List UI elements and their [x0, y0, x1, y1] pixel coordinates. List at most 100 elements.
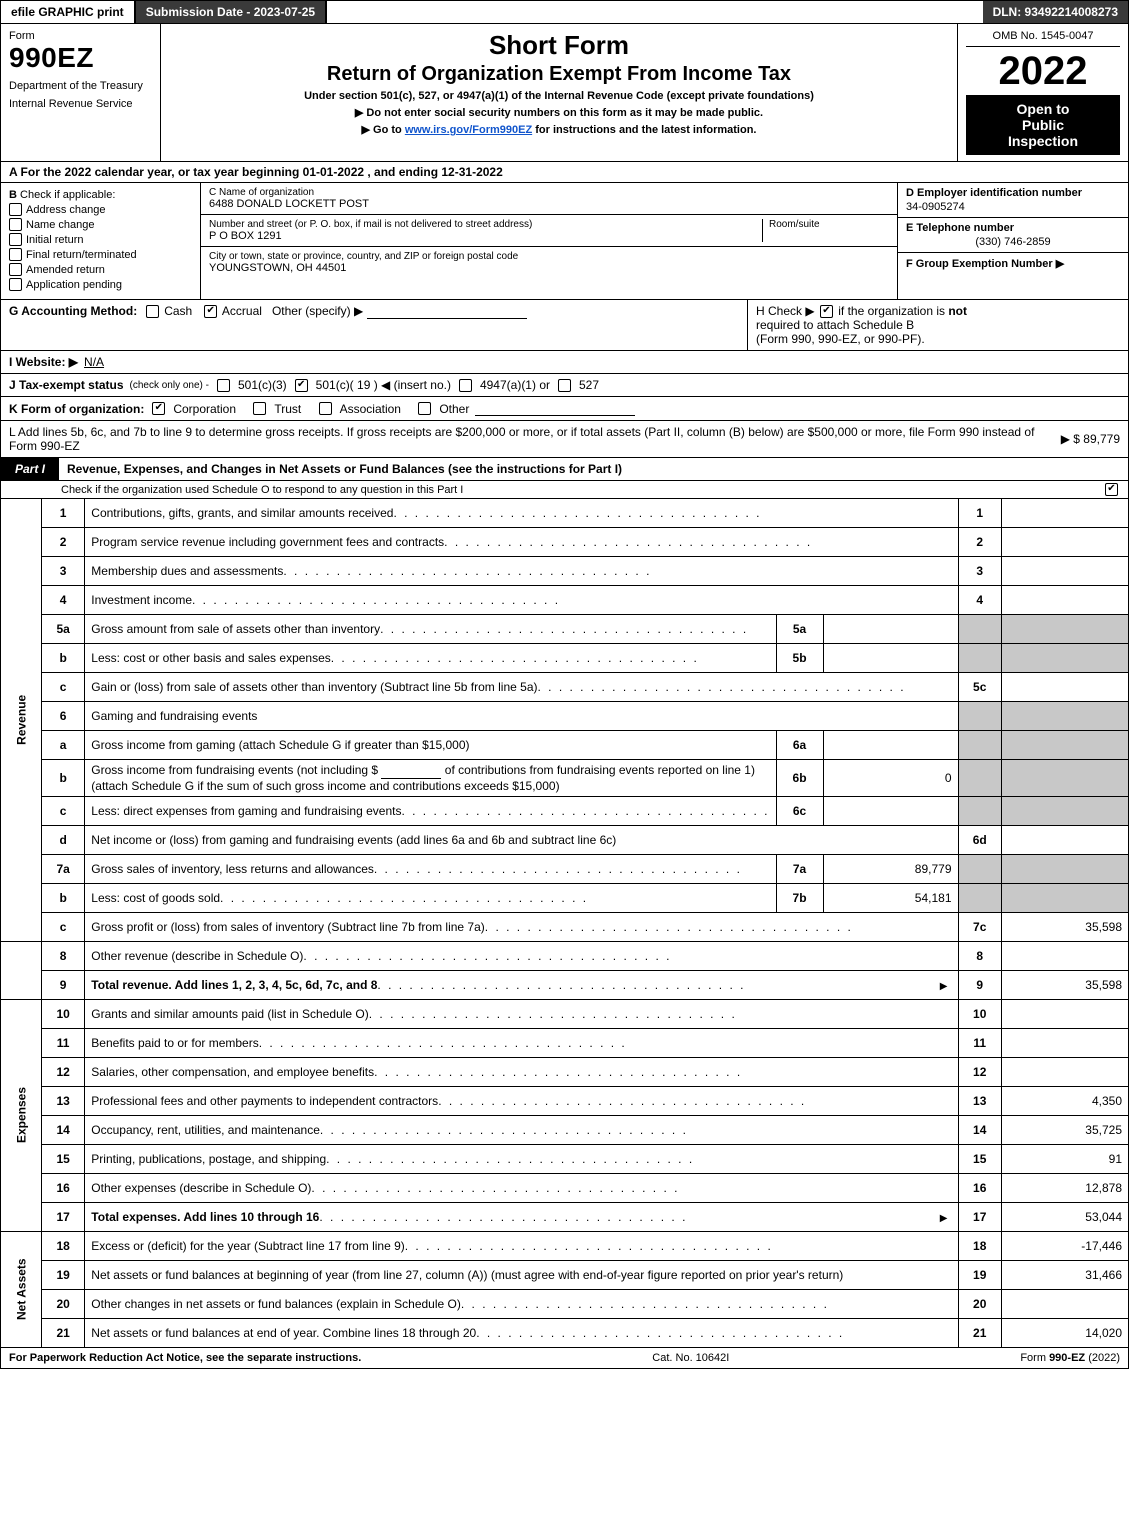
line-19-num: 19: [42, 1260, 85, 1289]
line-21-num: 21: [42, 1318, 85, 1347]
line-13-rnum: 13: [958, 1086, 1001, 1115]
cb-application-pending-label: Application pending: [26, 279, 122, 291]
dept-treasury: Department of the Treasury: [9, 80, 152, 92]
line-8-val: [1001, 941, 1128, 970]
j-o2: 501(c)( 19 ) ◀ (insert no.): [316, 378, 451, 392]
line-8-desc: Other revenue (describe in Schedule O): [91, 949, 303, 963]
line-10-rnum: 10: [958, 999, 1001, 1028]
footer-right-form: 990-EZ: [1049, 1352, 1085, 1364]
cb-trust[interactable]: [253, 402, 266, 415]
row-i-website: I Website: ▶ N/A: [0, 351, 1129, 374]
line-6c-num: c: [42, 796, 85, 825]
line-6-desc: Gaming and fundraising events: [85, 702, 958, 731]
line-5b-num: b: [42, 644, 85, 673]
e-label: E Telephone number: [906, 222, 1014, 234]
line-6c-ival: [823, 796, 958, 825]
footer-right: Form 990-EZ (2022): [1020, 1352, 1120, 1364]
cb-association[interactable]: [319, 402, 332, 415]
line-6a: a Gross income from gaming (attach Sched…: [1, 731, 1129, 760]
goto-link[interactable]: www.irs.gov/Form990EZ: [405, 124, 532, 136]
line-5c-num: c: [42, 673, 85, 702]
ein-value: 34-0905274: [906, 201, 1120, 213]
line-5c: c Gain or (loss) from sale of assets oth…: [1, 673, 1129, 702]
footer-left: For Paperwork Reduction Act Notice, see …: [9, 1352, 361, 1364]
cb-corporation[interactable]: [152, 402, 165, 415]
line-9-val: 35,598: [1001, 970, 1128, 999]
cb-other-org[interactable]: [418, 402, 431, 415]
line-7a: 7a Gross sales of inventory, less return…: [1, 854, 1129, 883]
h-schedule-b: H Check ▶ if the organization is not req…: [748, 300, 1128, 350]
line-20-val: [1001, 1289, 1128, 1318]
cb-amended-return[interactable]: Amended return: [9, 263, 192, 276]
cb-initial-return[interactable]: Initial return: [9, 233, 192, 246]
line-21-rnum: 21: [958, 1318, 1001, 1347]
j-o4: 527: [579, 378, 599, 392]
cb-name-change[interactable]: Name change: [9, 218, 192, 231]
line-7a-inum: 7a: [776, 854, 823, 883]
submission-date: Submission Date - 2023-07-25: [136, 1, 327, 23]
form-label: Form: [9, 30, 152, 42]
footer-right-post: (2022): [1085, 1352, 1120, 1364]
line-2-rnum: 2: [958, 528, 1001, 557]
line-7b-inum: 7b: [776, 883, 823, 912]
line-6b-amount-field[interactable]: [381, 764, 441, 779]
part-1-sub-text: Check if the organization used Schedule …: [61, 484, 463, 496]
line-18-val: -17,446: [1001, 1231, 1128, 1260]
phone-value: (330) 746-2859: [906, 236, 1120, 248]
cb-final-return[interactable]: Final return/terminated: [9, 248, 192, 261]
line-6a-desc: Gross income from gaming (attach Schedul…: [91, 738, 469, 752]
cb-accrual[interactable]: [204, 305, 217, 318]
line-20: 20 Other changes in net assets or fund b…: [1, 1289, 1129, 1318]
line-15-desc: Printing, publications, postage, and shi…: [91, 1152, 326, 1166]
cb-address-change[interactable]: Address change: [9, 203, 192, 216]
line-2-val: [1001, 528, 1128, 557]
open-to-public: Open to Public Inspection: [966, 95, 1120, 155]
line-18-rnum: 18: [958, 1231, 1001, 1260]
line-6a-num: a: [42, 731, 85, 760]
line-7c-num: c: [42, 912, 85, 941]
cb-501c[interactable]: [295, 379, 308, 392]
c-name-label: C Name of organization: [209, 187, 889, 198]
k-o2: Trust: [274, 402, 301, 416]
line-21-desc: Net assets or fund balances at end of ye…: [91, 1326, 476, 1340]
line-4-num: 4: [42, 586, 85, 615]
cb-schedule-o-part1[interactable]: [1105, 483, 1118, 496]
line-1: Revenue 1 Contributions, gifts, grants, …: [1, 499, 1129, 528]
d-label: D Employer identification number: [906, 187, 1082, 199]
line-6d: d Net income or (loss) from gaming and f…: [1, 825, 1129, 854]
g-label: G Accounting Method:: [9, 304, 137, 318]
org-city: YOUNGSTOWN, OH 44501: [209, 262, 889, 274]
line-12-desc: Salaries, other compensation, and employ…: [91, 1065, 374, 1079]
part-1-header: Part I Revenue, Expenses, and Changes in…: [0, 458, 1129, 481]
dln: DLN: 93492214008273: [983, 1, 1128, 23]
efile-print[interactable]: efile GRAPHIC print: [1, 1, 136, 23]
line-10: Expenses 10 Grants and similar amounts p…: [1, 999, 1129, 1028]
l-amount: ▶ $ 89,779: [1061, 432, 1120, 446]
line-15: 15 Printing, publications, postage, and …: [1, 1144, 1129, 1173]
line-14-num: 14: [42, 1115, 85, 1144]
g-other-field[interactable]: [367, 304, 527, 319]
k-o3: Association: [340, 402, 401, 416]
line-16-desc: Other expenses (describe in Schedule O): [91, 1181, 311, 1195]
line-13-num: 13: [42, 1086, 85, 1115]
cb-4947[interactable]: [459, 379, 472, 392]
h-text-1: H Check ▶: [756, 304, 815, 318]
line-12: 12 Salaries, other compensation, and emp…: [1, 1057, 1129, 1086]
k-other-field[interactable]: [475, 401, 635, 416]
line-11: 11 Benefits paid to or for members 11: [1, 1028, 1129, 1057]
line-11-num: 11: [42, 1028, 85, 1057]
cb-527[interactable]: [558, 379, 571, 392]
cb-cash[interactable]: [146, 305, 159, 318]
cb-schedule-b[interactable]: [820, 305, 833, 318]
line-20-num: 20: [42, 1289, 85, 1318]
l-text: L Add lines 5b, 6c, and 7b to line 9 to …: [9, 425, 1055, 453]
cb-501c3[interactable]: [217, 379, 230, 392]
line-5a: 5a Gross amount from sale of assets othe…: [1, 615, 1129, 644]
cb-application-pending[interactable]: Application pending: [9, 278, 192, 291]
line-1-desc: Contributions, gifts, grants, and simila…: [91, 506, 393, 520]
goto-line: ▶ Go to www.irs.gov/Form990EZ for instru…: [169, 123, 949, 136]
col-b: B Check if applicable: Address change Na…: [1, 183, 201, 299]
line-7c-desc: Gross profit or (loss) from sales of inv…: [91, 920, 484, 934]
line-19-val: 31,466: [1001, 1260, 1128, 1289]
ssn-warning: ▶ Do not enter social security numbers o…: [169, 106, 949, 119]
